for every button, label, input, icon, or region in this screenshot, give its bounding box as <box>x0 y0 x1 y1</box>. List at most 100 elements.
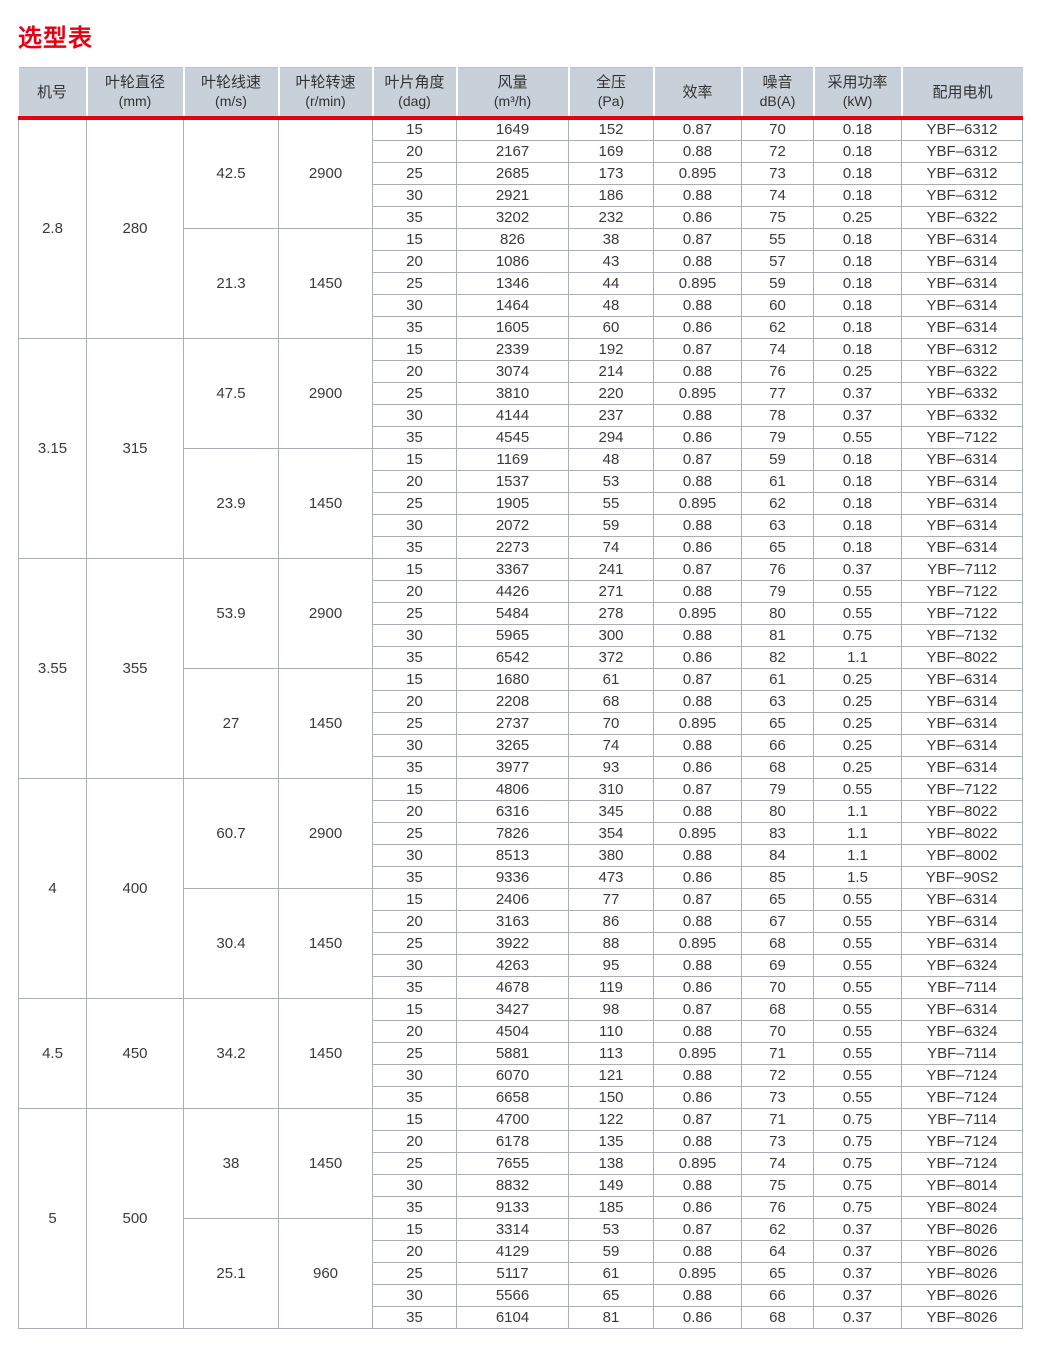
rpm-cell: 2900 <box>278 778 373 889</box>
noise-cell: 59 <box>741 272 814 295</box>
power-cell: 0.55 <box>813 998 902 1021</box>
angle-cell: 35 <box>372 646 457 669</box>
pressure-cell: 110 <box>568 1020 654 1043</box>
angle-cell: 15 <box>372 338 457 361</box>
noise-cell: 62 <box>741 492 814 515</box>
efficiency-cell: 0.88 <box>653 470 742 493</box>
motor-cell: YBF–6312 <box>901 338 1023 361</box>
motor-cell: YBF–6314 <box>901 932 1023 955</box>
motor-cell: YBF–7114 <box>901 1108 1023 1131</box>
airflow-cell: 4700 <box>456 1108 569 1131</box>
pressure-cell: 86 <box>568 910 654 933</box>
motor-cell: YBF–7112 <box>901 558 1023 581</box>
efficiency-cell: 0.88 <box>653 1240 742 1263</box>
rpm-cell: 2900 <box>278 117 373 229</box>
column-header-power: 采用功率 (kW) <box>812 67 902 120</box>
rpm-cell: 1450 <box>278 228 373 339</box>
airflow-cell: 4426 <box>456 580 569 603</box>
motor-cell: YBF–6314 <box>901 228 1023 251</box>
efficiency-cell: 0.87 <box>653 338 742 361</box>
pressure-cell: 310 <box>568 778 654 801</box>
pressure-cell: 473 <box>568 866 654 889</box>
table-row: 35 1605 60 0.86 62 0.18 YBF–6314 <box>19 316 1023 339</box>
pressure-cell: 138 <box>568 1152 654 1175</box>
power-cell: 0.55 <box>813 602 902 625</box>
efficiency-cell: 0.87 <box>653 558 742 581</box>
table-row: 30 1464 48 0.88 60 0.18 YBF–6314 <box>19 294 1023 317</box>
motor-cell: YBF–8026 <box>901 1240 1023 1263</box>
power-cell: 0.18 <box>813 470 902 493</box>
airflow-cell: 4144 <box>456 404 569 427</box>
rpm-cell: 1450 <box>278 998 373 1109</box>
pressure-cell: 122 <box>568 1108 654 1131</box>
noise-cell: 85 <box>741 866 814 889</box>
angle-cell: 20 <box>372 250 457 273</box>
power-cell: 0.18 <box>813 250 902 273</box>
noise-cell: 62 <box>741 316 814 339</box>
diameter-cell: 355 <box>86 558 184 779</box>
angle-cell: 25 <box>372 932 457 955</box>
airflow-cell: 5965 <box>456 624 569 647</box>
power-cell: 0.55 <box>813 1042 902 1065</box>
model-cell: 4.5 <box>18 998 87 1109</box>
angle-cell: 25 <box>372 272 457 295</box>
pressure-cell: 150 <box>568 1086 654 1109</box>
motor-cell: YBF–7124 <box>901 1130 1023 1153</box>
motor-cell: YBF–6314 <box>901 734 1023 757</box>
line-speed-cell: 25.1 <box>183 1218 279 1329</box>
table-row: 25 5881 113 0.895 71 0.55 YBF–7114 <box>19 1042 1023 1065</box>
motor-cell: YBF–6314 <box>901 690 1023 713</box>
motor-cell: YBF–6314 <box>901 514 1023 537</box>
line-speed-cell: 53.9 <box>183 558 279 669</box>
noise-cell: 55 <box>741 228 814 251</box>
column-header-diameter: 叶轮直径 (mm) <box>85 67 184 120</box>
model-cell: 4 <box>18 778 87 999</box>
table-row: 20 1086 43 0.88 57 0.18 YBF–6314 <box>19 250 1023 273</box>
pressure-cell: 173 <box>568 162 654 185</box>
model-cell: 3.15 <box>18 338 87 559</box>
rpm-cell: 960 <box>278 1218 373 1329</box>
table-row: 4 400 60.7 2900 15 4806 310 0.87 79 0.55 YBF–7122 <box>18 778 1023 999</box>
noise-cell: 79 <box>741 426 814 449</box>
motor-cell: YBF–6314 <box>901 492 1023 515</box>
power-cell: 0.18 <box>813 316 902 339</box>
table-row: 25 1905 55 0.895 62 0.18 YBF–6314 <box>19 492 1023 515</box>
noise-cell: 81 <box>741 624 814 647</box>
pressure-cell: 93 <box>568 756 654 779</box>
airflow-cell: 1537 <box>456 470 569 493</box>
table-row: 35 4545 294 0.86 79 0.55 YBF–7122 <box>19 426 1023 449</box>
angle-cell: 30 <box>372 624 457 647</box>
pressure-cell: 354 <box>568 822 654 845</box>
power-cell: 0.55 <box>813 954 902 977</box>
noise-cell: 60 <box>741 294 814 317</box>
table-row: 35 6658 150 0.86 73 0.55 YBF–7124 <box>19 1086 1023 1109</box>
power-cell: 0.55 <box>813 888 902 911</box>
angle-cell: 35 <box>372 1196 457 1219</box>
efficiency-cell: 0.88 <box>653 140 742 163</box>
efficiency-cell: 0.86 <box>653 976 742 999</box>
motor-cell: YBF–6314 <box>901 998 1023 1021</box>
airflow-cell: 1169 <box>456 448 569 471</box>
efficiency-cell: 0.88 <box>653 1064 742 1087</box>
angle-cell: 15 <box>372 1218 457 1241</box>
line-speed-cell: 47.5 <box>183 338 279 449</box>
power-cell: 0.37 <box>813 404 902 427</box>
airflow-cell: 2921 <box>456 184 569 207</box>
airflow-cell: 4545 <box>456 426 569 449</box>
column-header-pressure: 全压 (Pa) <box>567 67 654 120</box>
efficiency-cell: 0.895 <box>653 272 742 295</box>
pressure-cell: 68 <box>568 690 654 713</box>
table-row: 4.5 450 34.2 1450 15 3427 98 0.87 68 0.55 YBF–6314 <box>18 998 1023 1109</box>
motor-cell: YBF–8022 <box>901 822 1023 845</box>
angle-cell: 35 <box>372 976 457 999</box>
noise-cell: 79 <box>741 580 814 603</box>
power-cell: 0.18 <box>813 228 902 251</box>
motor-cell: YBF–7122 <box>901 580 1023 603</box>
power-cell: 0.25 <box>813 756 902 779</box>
efficiency-cell: 0.895 <box>653 712 742 735</box>
table-row: 20 6316 345 0.88 80 1.1 YBF–8022 <box>19 800 1023 823</box>
motor-cell: YBF–7114 <box>901 1042 1023 1065</box>
efficiency-cell: 0.88 <box>653 734 742 757</box>
airflow-cell: 4806 <box>456 778 569 801</box>
rpm-cell: 2900 <box>278 338 373 449</box>
